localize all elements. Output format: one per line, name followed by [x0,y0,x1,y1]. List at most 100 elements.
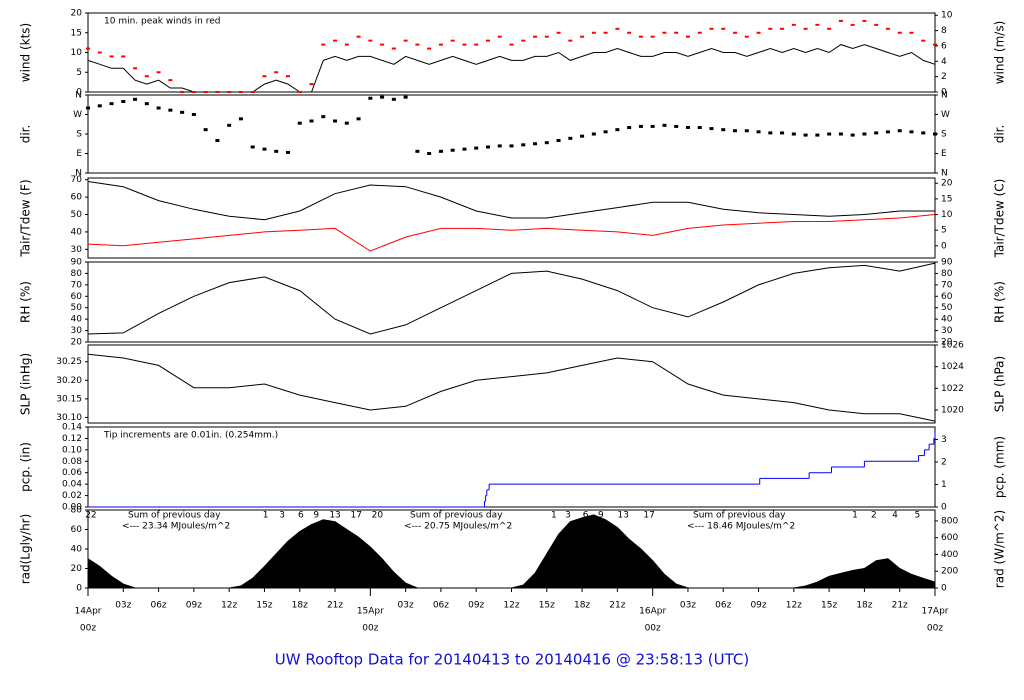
y-tick-label: 30.10 [56,413,82,423]
annotation: Sum of previous day [410,511,503,521]
data-point [909,31,914,34]
y2-tick-label: 200 [941,567,958,577]
data-point [803,27,808,30]
y-axis-label: wind (kts) [19,23,33,82]
data-point [791,23,796,26]
data-point [215,91,220,93]
data-point [721,27,726,30]
data-point [227,91,232,93]
y2-axis-label: wind (m/s) [993,21,1007,85]
annotation: <--- 23.34 MJoules/m^2 [122,522,230,532]
x-tick-label: 03z [398,601,414,611]
data-point [544,35,549,38]
data-point [827,132,832,136]
data-point [568,39,573,42]
y-axis-label: RH (%) [19,281,33,323]
y-tick-label: N [75,91,82,101]
data-point [756,130,761,134]
y-tick-label: N [75,169,82,179]
y-tick-label: 60 [71,193,83,203]
data-point [274,71,279,74]
data-point [203,128,208,132]
y2-tick-label: 1024 [941,362,964,372]
local-hour-label: 9 [313,511,319,521]
data-point [521,39,526,42]
data-point [485,145,490,149]
x-tick-label: 06z [433,601,449,611]
data-point [768,27,773,30]
local-hour-label: 2 [871,511,877,521]
y2-tick-label: 1020 [941,406,964,416]
data-point [580,134,585,138]
data-line [87,353,936,422]
data-point [144,102,149,106]
local-hour-label: 3 [565,511,571,521]
data-line [87,262,936,335]
panel-frame [87,177,936,259]
data-point [921,39,926,42]
local-hour-label: 6 [583,511,589,521]
y-tick-label: 30 [71,326,83,336]
data-point [403,39,408,42]
data-point [885,27,890,30]
data-point [356,35,361,38]
data-point [391,47,396,50]
data-point [544,141,549,145]
y-axis-label: rad(Lgly/hr) [19,514,33,585]
data-point [250,91,255,93]
y-tick-label: 5 [76,68,82,78]
y2-tick-label: 2 [941,72,947,82]
data-point [497,35,502,38]
y-tick-label: 70 [71,280,83,290]
x-date-label: 14Apr [74,607,101,617]
y-tick-label: 80 [71,269,83,279]
data-point [415,149,420,153]
y-tick-label: 30.20 [56,376,82,386]
y-tick-label: 40 [71,227,83,237]
data-point [438,43,443,46]
data-point [262,75,267,78]
data-point [415,43,420,46]
y-tick-label: 20 [71,338,83,348]
data-point [838,19,843,22]
y2-tick-label: 1022 [941,384,964,394]
data-point [674,31,679,34]
data-point [168,79,173,82]
y2-tick-label: 20 [941,179,953,189]
y2-tick-label: 400 [941,550,958,560]
data-point [650,124,655,128]
y-tick-label: 60 [71,292,83,302]
y2-tick-label: 1 [941,480,947,490]
y-tick-label: 20 [71,9,83,19]
data-point [744,129,749,133]
y-axis-label: pcp. (in) [19,442,33,492]
y2-tick-label: S [941,130,947,140]
data-point [897,31,902,34]
y2-tick-label: 80 [941,269,953,279]
local-hour-label: 13 [618,511,629,521]
chart-title: UW Rooftop Data for 20140413 to 20140416… [275,651,749,669]
data-point [509,144,514,148]
data-point [615,128,620,132]
data-point [121,100,126,103]
data-point [168,108,173,112]
data-point [874,23,879,26]
y-tick-label: 0.08 [62,457,82,467]
y2-tick-label: 600 [941,533,958,543]
y-tick-label: 90 [71,258,83,268]
local-hour-label: 5 [914,511,920,521]
x-tick-label: 21z [892,601,908,611]
y-axis-label: dir. [19,125,33,144]
data-point [580,35,585,38]
data-point [709,127,714,131]
data-point [333,39,338,42]
y2-tick-label: 4 [941,57,947,67]
data-point [250,145,255,149]
y2-tick-label: 20 [941,338,953,348]
x-tick-label: 09z [750,601,766,611]
y2-tick-label: 10 [941,210,953,220]
y-tick-label: 40 [71,315,83,325]
y-tick-label: 15 [71,28,82,38]
data-point [321,115,326,119]
y2-tick-label: 90 [941,258,953,268]
